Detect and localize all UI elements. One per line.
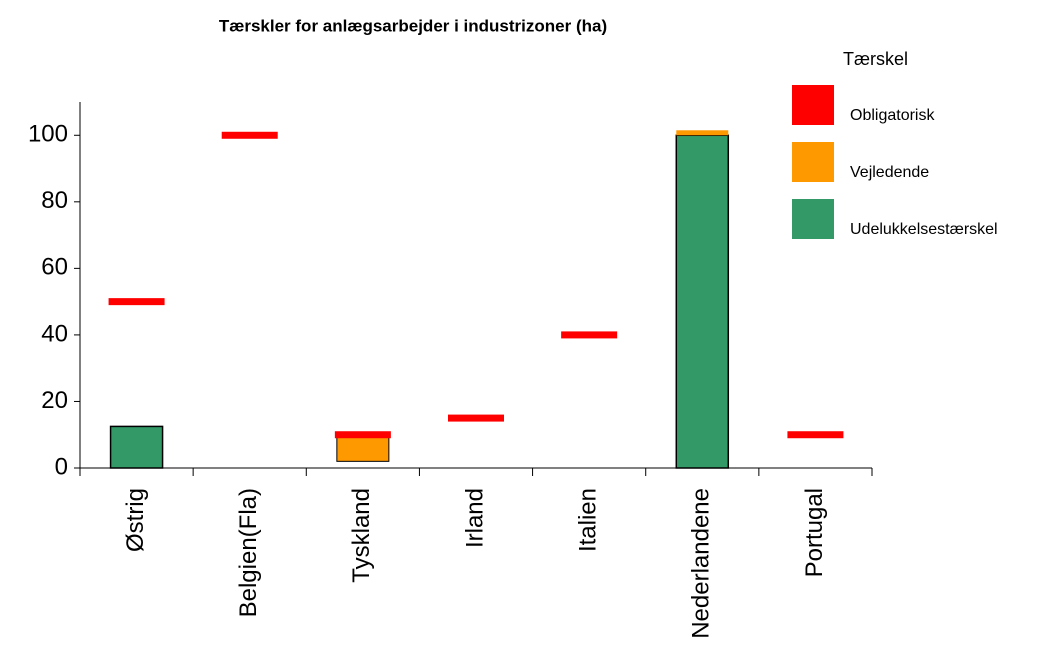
y-tick-label: 100	[28, 121, 68, 148]
y-tick-label: 0	[55, 453, 68, 480]
y-tick-label: 60	[41, 254, 68, 281]
legend-label: Obligatorisk	[850, 107, 935, 124]
x-tick-label: Tyskland	[348, 488, 375, 583]
y-tick-label: 40	[41, 320, 68, 347]
x-tick-label: Nederlandene	[688, 488, 715, 639]
threshold-marker	[448, 414, 504, 422]
x-tick-label: Italien	[574, 488, 601, 552]
legend-swatch	[792, 142, 834, 182]
x-tick-label: Portugal	[801, 488, 828, 577]
range-bar	[336, 434, 390, 462]
x-tick-label: Irland	[461, 488, 488, 548]
range-bar	[676, 130, 729, 136]
x-tick-label: Belgien(Fla)	[235, 488, 262, 617]
legend-title: Tærskel	[843, 49, 908, 69]
legend-label: Udelukkelsestærskel	[850, 221, 998, 238]
y-tick-label: 20	[41, 387, 68, 414]
bar	[675, 134, 730, 469]
y-tick-label: 80	[41, 187, 68, 214]
legend-label: Vejledende	[850, 164, 929, 181]
threshold-marker	[221, 131, 278, 139]
legend-swatch	[792, 85, 834, 125]
legend-swatch	[792, 199, 834, 239]
threshold-marker	[108, 298, 165, 306]
threshold-marker	[787, 431, 844, 439]
bar	[109, 425, 164, 469]
threshold-marker	[561, 331, 618, 339]
chart-title: Tærskler for anlægsarbejder i industrizo…	[219, 16, 607, 35]
x-tick-label: Østrig	[122, 488, 149, 552]
threshold-marker	[334, 431, 391, 439]
